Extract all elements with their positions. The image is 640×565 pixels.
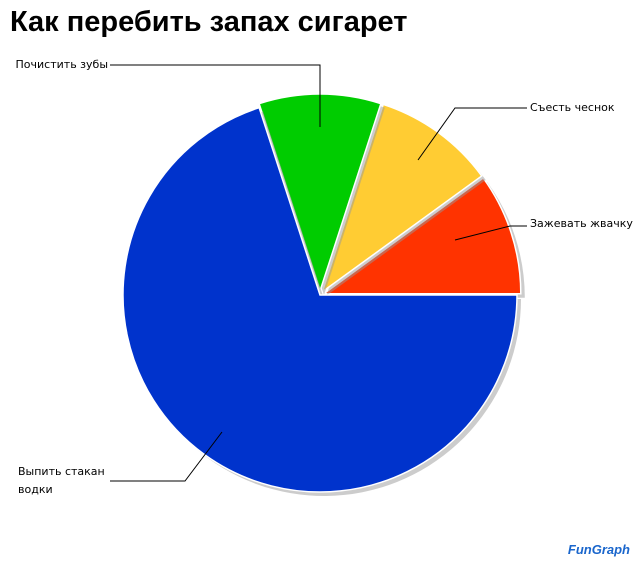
slice (321, 176, 522, 295)
leader-line (110, 431, 223, 482)
chart-title: Как перебить запах сигарет (10, 6, 408, 38)
slice-label: Зажевать жвачку (530, 217, 633, 230)
watermark: FunGraph (567, 542, 630, 557)
leader-line (454, 225, 527, 241)
slice-label: Съесть чеснок (530, 101, 615, 114)
leader-line (110, 64, 321, 127)
leader-line (417, 107, 527, 161)
slice-label: Почистить зубы (15, 58, 108, 71)
slice-label: Выпить стакан водки (18, 465, 105, 496)
slice (122, 106, 518, 493)
